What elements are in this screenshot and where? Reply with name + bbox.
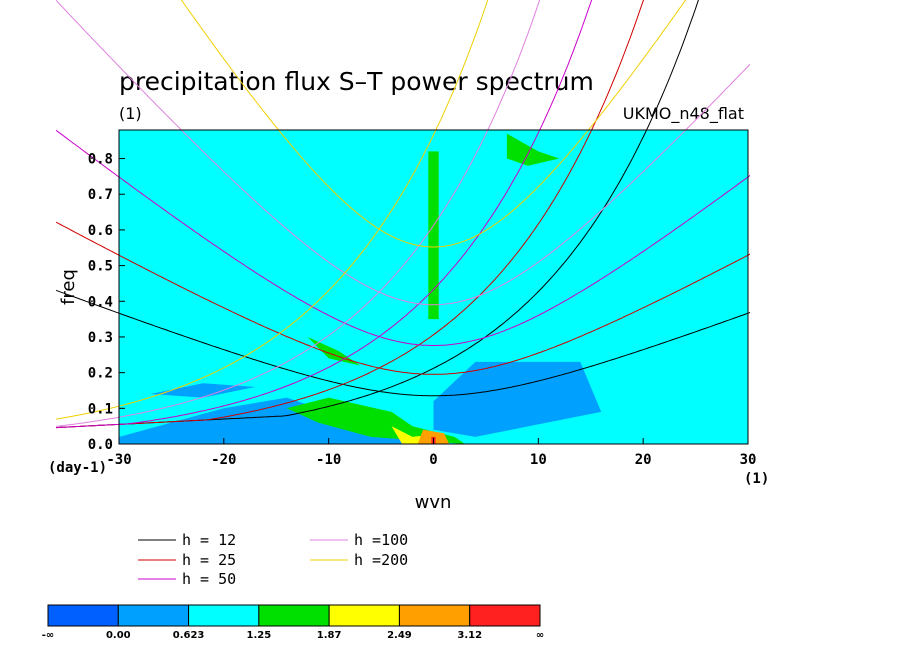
colorbar-label: 2.49 bbox=[387, 630, 412, 641]
chart-subtitle-right: UKMO_n48_flat bbox=[623, 104, 744, 124]
heatmap-region-3 bbox=[286, 397, 465, 444]
chart-title: precipitation flux S–T power spectrum bbox=[119, 67, 594, 96]
legend-label: h = 50 bbox=[182, 570, 236, 588]
legend-label: h =200 bbox=[354, 551, 408, 569]
y-tick-label: 0.2 bbox=[88, 366, 113, 382]
colorbar-label: ∞ bbox=[536, 630, 544, 641]
x-tick-label: -30 bbox=[106, 452, 131, 468]
heatmap-region-5 bbox=[506, 133, 560, 166]
colorbar-label: 0.623 bbox=[173, 630, 205, 641]
x-axis-label: wvn bbox=[415, 492, 452, 513]
heatmap-region-8 bbox=[417, 429, 450, 444]
y-tick-label: 0.4 bbox=[88, 294, 113, 310]
legend-label: h = 12 bbox=[182, 531, 236, 549]
x-tick-label: 20 bbox=[635, 452, 652, 468]
legend: h = 12 h = 25h = 50 h =100 h =200 bbox=[138, 531, 408, 588]
colorbar-label: 1.25 bbox=[247, 630, 272, 641]
colorbar-swatch bbox=[188, 604, 260, 627]
x-tick-label: -10 bbox=[316, 452, 341, 468]
heatmap-regions bbox=[119, 133, 602, 444]
dispersion-curves bbox=[55, 0, 750, 429]
curve-kelvin-h100 bbox=[56, 0, 541, 427]
colorbar-swatch bbox=[117, 604, 190, 627]
y-tick-label: 0.8 bbox=[88, 152, 113, 168]
heatmap-region-2 bbox=[150, 383, 256, 398]
curve-kelvin-h200 bbox=[56, 0, 489, 420]
curve-h12 bbox=[55, 289, 750, 397]
curve-h100 bbox=[55, 0, 750, 306]
x-tick-label: 0 bbox=[429, 452, 437, 468]
colorbar-label: -∞ bbox=[42, 630, 54, 641]
y-axis-unit: (day-1) bbox=[48, 460, 107, 476]
curve-h50 bbox=[55, 129, 750, 346]
y-tick-label: 0.7 bbox=[88, 187, 113, 203]
y-tick-label: 0.0 bbox=[88, 437, 113, 453]
curve-kelvin-h25 bbox=[56, 0, 645, 429]
colorbar-swatch bbox=[258, 604, 330, 627]
colorbar-label: 1.87 bbox=[317, 630, 342, 641]
colorbar-label: 3.12 bbox=[457, 630, 482, 641]
legend-label: h = 25 bbox=[182, 551, 236, 569]
colorbar-swatch bbox=[328, 604, 400, 627]
y-tick-label: 0.1 bbox=[88, 401, 113, 417]
y-tick-label: 0.3 bbox=[88, 330, 113, 346]
y-axis-ticks: 0.0 0.1 0.2 0.3 0.4 0.5 0.6 0.7 0.8 bbox=[88, 152, 125, 453]
curve-kelvin-h50 bbox=[56, 0, 593, 429]
colorbar-swatch bbox=[398, 604, 471, 627]
legend-label: h =100 bbox=[354, 531, 408, 549]
heatmap-region-0 bbox=[433, 361, 602, 437]
x-axis-ticks: -30 -20 -10 0 10 20 30 bbox=[106, 438, 756, 468]
y-axis-label: freq bbox=[58, 269, 79, 305]
x-tick-label: 10 bbox=[530, 452, 547, 468]
colorbar-label: 0.00 bbox=[106, 630, 131, 641]
colorbar: -∞ 0.00 0.623 1.25 1.87 2.49 3.12 ∞ bbox=[42, 604, 544, 641]
heatmap-region-1 bbox=[119, 397, 423, 444]
y-tick-label: 0.5 bbox=[88, 259, 113, 275]
x-axis-unit: (1) bbox=[744, 471, 769, 487]
heatmap-region-6 bbox=[307, 337, 361, 366]
x-tick-label: -20 bbox=[211, 452, 236, 468]
heatmap-region-4 bbox=[428, 151, 439, 320]
y-tick-label: 0.6 bbox=[88, 223, 113, 239]
colorbar-swatch bbox=[47, 604, 119, 627]
curve-h25 bbox=[55, 221, 750, 375]
colorbar-swatch bbox=[469, 604, 541, 627]
chart-subtitle-left: (1) bbox=[119, 104, 142, 123]
curve-h200 bbox=[180, 0, 687, 248]
x-tick-label: 30 bbox=[740, 452, 757, 468]
